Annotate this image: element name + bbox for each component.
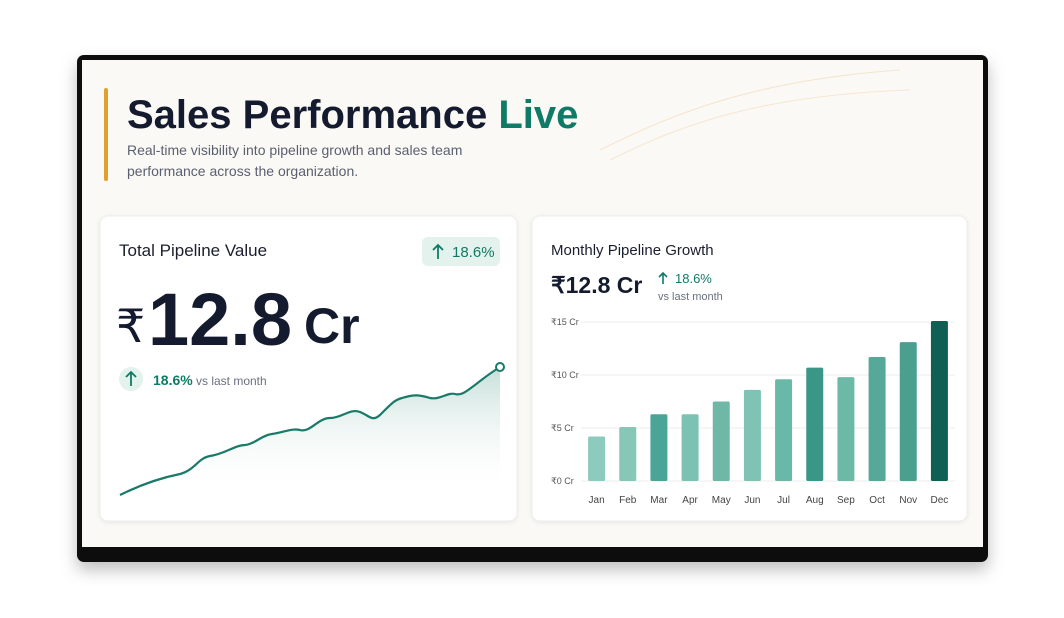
badge: [422, 237, 500, 266]
bar: [868, 356, 886, 481]
title-highlight: Live: [498, 93, 578, 137]
y-tick-label: ₹10 Cr: [551, 370, 579, 380]
change: 18.6%: [675, 271, 712, 286]
chart-title: Monthly Pipeline Growth: [551, 242, 714, 259]
x-tick-label: Jun: [744, 495, 760, 506]
y-tick-label: ₹15 Cr: [551, 317, 579, 327]
decoration: [599, 69, 901, 151]
x-tick-label: Jul: [777, 495, 790, 506]
bar: [775, 379, 793, 481]
x-tick-label: Mar: [650, 495, 668, 506]
sparkline-end: [495, 362, 505, 372]
bar: [681, 414, 699, 481]
change: 18.6%: [153, 372, 193, 388]
y-tick-label: ₹5 Cr: [551, 423, 574, 433]
badge-text: 18.6%: [452, 244, 495, 261]
x-tick-label: Feb: [619, 495, 637, 506]
amount: 12.8: [148, 278, 292, 361]
arrow-icon: [658, 271, 668, 284]
change-note: vs last month: [658, 291, 723, 303]
bar: [899, 342, 917, 481]
x-tick-label: Aug: [806, 495, 824, 506]
sparkline-area: [120, 367, 500, 495]
bar: [806, 367, 824, 481]
x-tick-label: Oct: [869, 495, 885, 506]
decoration: [609, 89, 911, 161]
x-tick-label: May: [712, 495, 731, 506]
subtitle: Real-time visibility into pipeline growt…: [127, 142, 463, 179]
x-tick-label: Dec: [931, 495, 949, 506]
card: [531, 215, 968, 522]
page-title: Sales Performance Live: [127, 93, 578, 137]
headline: ₹12.8 Cr: [551, 272, 642, 298]
card-title: Total Pipeline Value: [119, 241, 267, 260]
bar: [930, 320, 948, 481]
bar: [712, 401, 730, 481]
bar: [743, 389, 761, 481]
bar: [837, 377, 855, 481]
x-tick-label: Jan: [589, 495, 605, 506]
currency: ₹: [116, 300, 145, 352]
bar: [650, 414, 668, 481]
arrow-icon: [125, 370, 137, 386]
accent-bar: [104, 88, 108, 181]
subtitle-box: Real-time visibility into pipeline growt…: [127, 142, 463, 179]
unit: Cr: [304, 298, 360, 354]
bar: [588, 436, 606, 481]
arrow-icon: [432, 243, 444, 259]
title-main: Sales Performance: [127, 93, 487, 137]
sparkline: [119, 366, 501, 496]
change-note: vs last month: [196, 374, 267, 388]
bar: [619, 426, 637, 481]
x-tick-label: Nov: [899, 495, 917, 506]
x-tick-label: Sep: [837, 495, 855, 506]
x-tick-label: Apr: [682, 495, 698, 506]
y-tick-label: ₹0 Cr: [551, 476, 574, 486]
